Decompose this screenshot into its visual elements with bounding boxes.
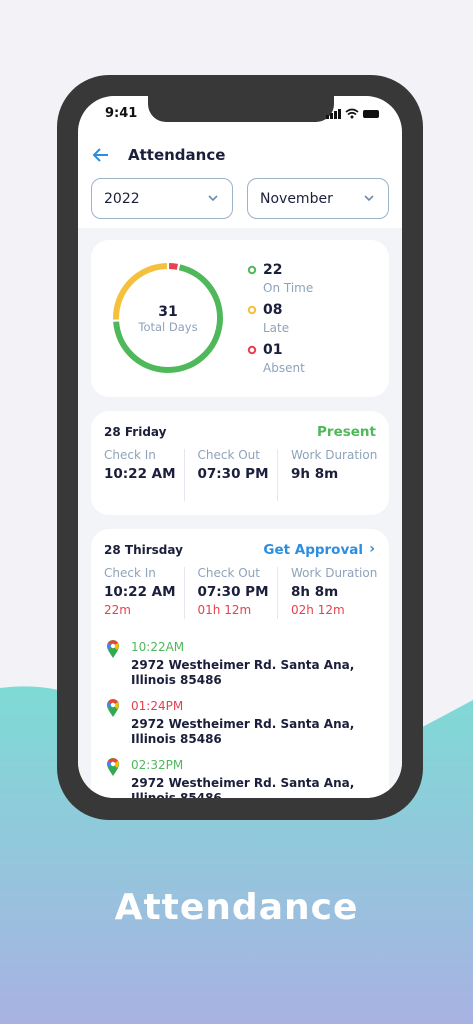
location-time: 01:24PM	[131, 699, 184, 713]
legend-label: Absent	[263, 361, 305, 375]
donut-segment	[113, 264, 223, 373]
location-time: 10:22AM	[131, 640, 185, 654]
column-delta: 02h 12m	[291, 603, 345, 617]
location-address: Illinois 85486	[131, 732, 222, 746]
year-value: 2022	[104, 191, 140, 207]
header-title: Attendance	[128, 146, 226, 164]
pin-dot	[110, 702, 116, 708]
location-address: 2972 Westheimer Rd. Santa Ana,	[131, 776, 355, 790]
status-icons	[326, 108, 379, 119]
column-label: Check Out	[197, 448, 260, 462]
map-pin	[107, 640, 119, 658]
location-address: Illinois 85486	[131, 791, 222, 798]
pin-dot	[110, 643, 116, 649]
column-value: 07:30 PM	[197, 466, 269, 482]
pin-left	[107, 643, 113, 649]
legend-dot	[247, 265, 257, 275]
legend-value: 22	[263, 262, 283, 278]
location-address: Illinois 85486	[131, 673, 222, 687]
month-value: November	[260, 191, 333, 207]
footer-title: Attendance	[114, 887, 359, 928]
location-time: 02:32PM	[131, 758, 184, 772]
column-label: Check In	[104, 448, 156, 462]
record-date: 28 Friday	[104, 425, 167, 439]
get-approval[interactable]: Get Approval	[263, 542, 363, 558]
chevron: ›	[369, 541, 375, 557]
column-label: Work Duration	[291, 566, 378, 580]
legend-label: On Time	[263, 281, 314, 295]
divider	[183, 567, 185, 619]
column-value: 9h 8m	[291, 466, 339, 482]
divider	[183, 449, 185, 501]
donut-chart	[113, 263, 223, 373]
chevron	[208, 195, 218, 202]
column-delta: 22m	[104, 603, 131, 617]
summary-card: 31 Total Days 22 On Time 08 Late 01 Absent	[91, 240, 389, 397]
column-value: 10:22 AM	[104, 584, 176, 600]
donut-segment	[113, 263, 168, 320]
dot	[247, 345, 257, 355]
legend-value: 01	[263, 342, 283, 358]
column-delta: 01h 12m	[197, 603, 252, 617]
column-value: 8h 8m	[291, 584, 339, 600]
year-dropdown[interactable]: 2022	[91, 178, 233, 219]
dot	[247, 265, 257, 275]
record-date: 28 Thirsday	[104, 543, 183, 557]
pin-top	[108, 758, 118, 764]
column-value: 07:30 PM	[197, 584, 269, 600]
column-value: 10:22 AM	[104, 466, 176, 482]
back-button[interactable]	[92, 148, 110, 162]
column-label: Check In	[104, 566, 156, 580]
pin-dot	[110, 761, 116, 767]
pin-right	[113, 761, 119, 768]
notch	[148, 96, 334, 122]
legend-label: Late	[263, 321, 290, 335]
divider	[277, 449, 278, 501]
pin-left	[107, 761, 113, 767]
total-value: 31	[158, 304, 178, 320]
pin-top	[108, 699, 118, 705]
legend-value: 08	[263, 302, 283, 318]
map-pin	[107, 758, 119, 776]
pin-right	[113, 643, 119, 650]
month-dropdown[interactable]: November	[247, 178, 389, 219]
map-pin	[107, 699, 119, 717]
record-card: 28 Friday Present Check In 10:22 AM Check Ou…	[91, 411, 389, 515]
record-card: 28 Thirsday Get Approval › Check In 10:22 AM…	[91, 529, 389, 798]
donut-segment	[168, 263, 178, 270]
pin-left	[107, 702, 113, 708]
location-address: 2972 Westheimer Rd. Santa Ana,	[131, 717, 355, 731]
chevron	[364, 195, 374, 202]
total-label: Total Days	[138, 320, 198, 334]
dot	[247, 305, 257, 315]
column-label: Work Duration	[291, 448, 378, 462]
column-label: Check Out	[197, 566, 260, 580]
divider	[277, 567, 278, 619]
legend-dot	[247, 345, 257, 355]
record-status: Present	[317, 424, 376, 440]
pin-top	[108, 640, 118, 646]
legend-dot	[247, 305, 257, 315]
phone-screen: 9:41 Attendance 2022 November 31 Total D…	[78, 96, 402, 798]
status-time: 9:41	[105, 106, 138, 121]
pin-right	[113, 702, 119, 709]
location-address: 2972 Westheimer Rd. Santa Ana,	[131, 658, 355, 672]
